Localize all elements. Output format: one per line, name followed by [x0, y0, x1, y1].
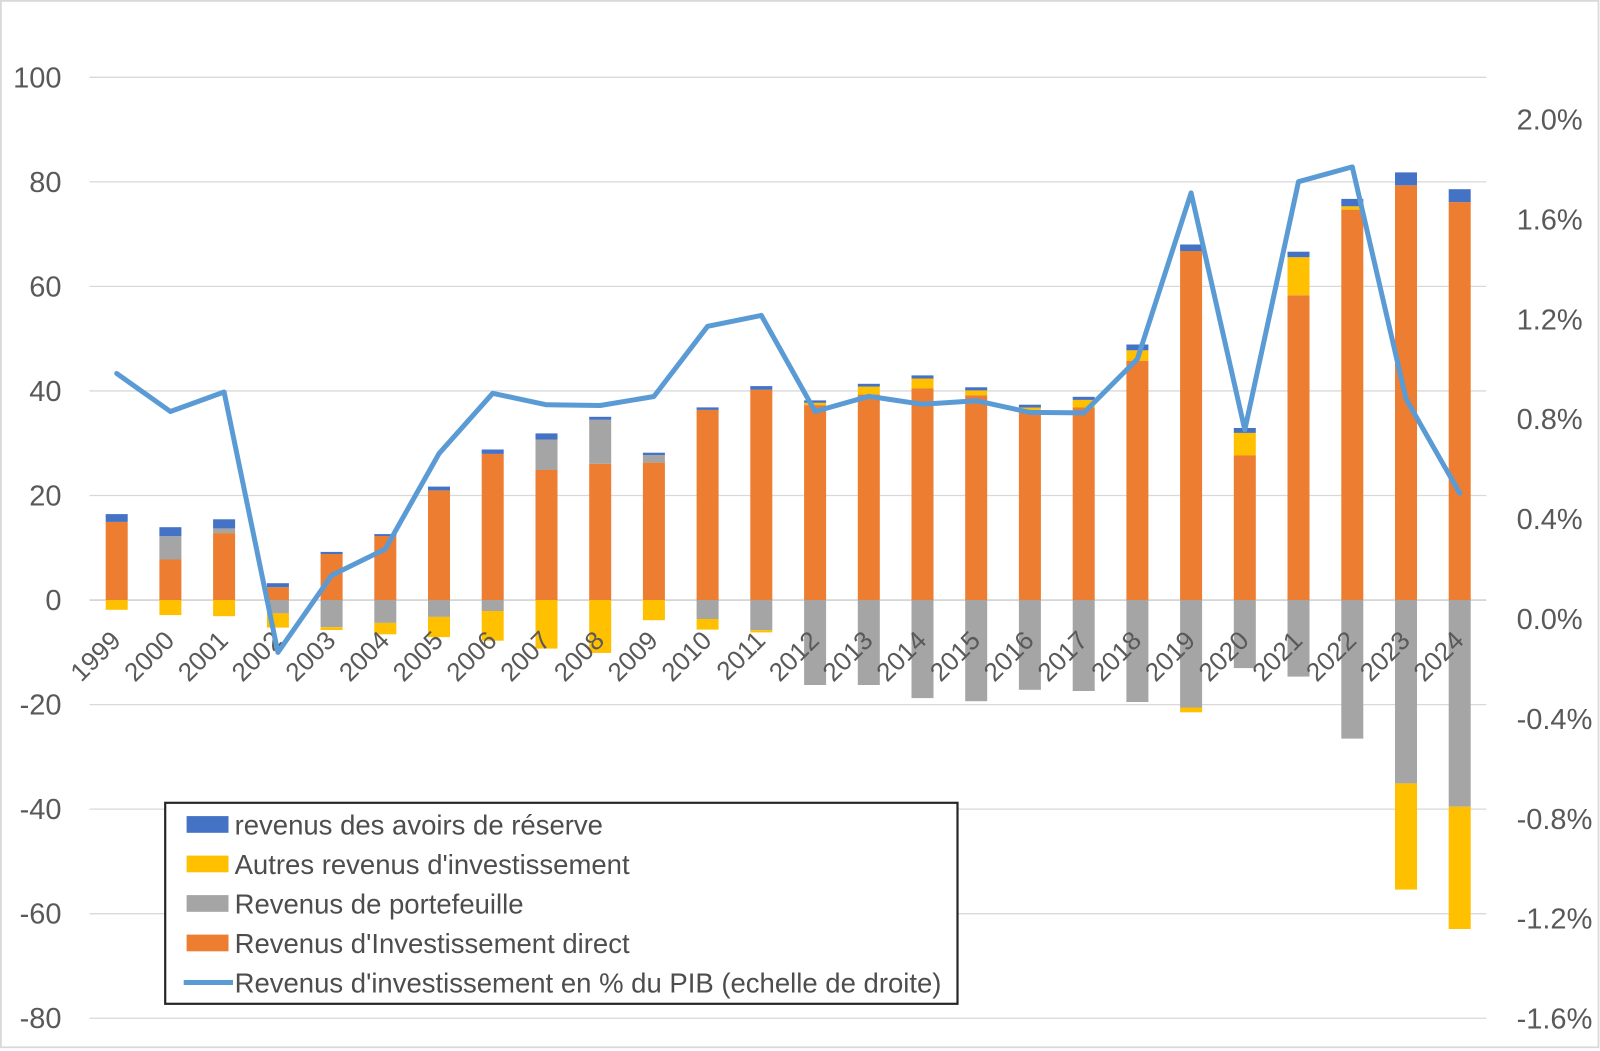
svg-text:Revenus de portefeuille: Revenus de portefeuille [235, 888, 524, 919]
svg-text:revenus des avoirs de réserve: revenus des avoirs de réserve [235, 809, 603, 840]
svg-text:80: 80 [29, 167, 61, 199]
svg-text:40: 40 [29, 376, 61, 408]
svg-text:0.4%: 0.4% [1517, 504, 1583, 536]
svg-text:-0.4%: -0.4% [1517, 704, 1593, 736]
svg-text:Revenus d'investissement en %: Revenus d'investissement en % du PIB (ec… [235, 967, 942, 998]
svg-text:20: 20 [29, 481, 61, 513]
svg-text:Autres revenus d'investissemen: Autres revenus d'investissement [235, 849, 630, 880]
svg-text:100: 100 [13, 62, 61, 94]
svg-text:-20: -20 [20, 690, 62, 722]
svg-text:60: 60 [29, 271, 61, 303]
svg-text:-60: -60 [20, 899, 62, 931]
svg-text:-1.2%: -1.2% [1517, 904, 1593, 936]
svg-text:2.0%: 2.0% [1517, 105, 1583, 137]
svg-text:0.8%: 0.8% [1517, 404, 1583, 436]
svg-text:0: 0 [45, 585, 61, 617]
svg-text:-1.6%: -1.6% [1517, 1004, 1593, 1036]
svg-text:-40: -40 [20, 794, 62, 826]
svg-text:-0.8%: -0.8% [1517, 804, 1593, 836]
svg-text:0.0%: 0.0% [1517, 604, 1583, 636]
svg-text:-80: -80 [20, 1003, 62, 1035]
svg-text:1.2%: 1.2% [1517, 304, 1583, 336]
svg-text:Revenus d'Investissement direc: Revenus d'Investissement direct [235, 928, 630, 959]
svg-text:1.6%: 1.6% [1517, 204, 1583, 236]
